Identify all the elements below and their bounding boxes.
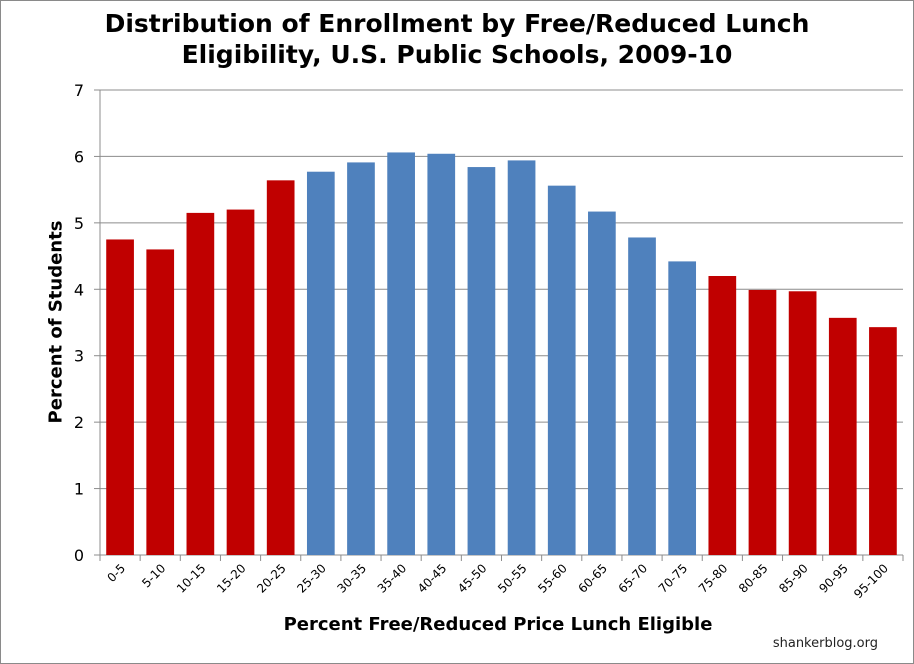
y-tick-label: 3 <box>74 347 84 366</box>
bar-20-25 <box>266 180 295 555</box>
x-tick-label: 30-35 <box>335 561 370 596</box>
y-tick-label: 1 <box>74 480 84 499</box>
x-tick-label: 0-5 <box>104 561 128 585</box>
bar-15-20 <box>226 209 255 555</box>
x-tick-label: 40-45 <box>415 561 450 596</box>
bar-50-55 <box>507 160 536 555</box>
bar-40-45 <box>427 153 456 555</box>
bar-80-85 <box>748 289 777 555</box>
bar-10-15 <box>186 212 215 555</box>
bar-25-30 <box>306 171 335 555</box>
y-tick-label: 4 <box>74 280 84 299</box>
bar-5-10 <box>146 249 175 555</box>
x-tick-label: 70-75 <box>656 561 691 596</box>
bar-30-35 <box>347 162 375 555</box>
x-tick-label: 85-90 <box>776 561 811 596</box>
bar-0-5 <box>106 239 134 555</box>
bar-65-70 <box>628 237 656 555</box>
x-tick-label: 10-15 <box>174 561 209 596</box>
x-tick-label: 35-40 <box>375 561 410 596</box>
y-tick-label: 6 <box>74 147 84 166</box>
bar-75-80 <box>708 276 737 555</box>
x-tick-label: 25-30 <box>294 561 329 596</box>
x-tick-label: 50-55 <box>495 561 530 596</box>
bar-35-40 <box>387 152 415 555</box>
chart-title: Distribution of Enrollment by Free/Reduc… <box>0 8 914 70</box>
bar-60-65 <box>588 211 616 555</box>
bar-45-50 <box>467 167 496 555</box>
y-tick-label: 5 <box>74 214 84 233</box>
x-tick-label: 15-20 <box>214 561 249 596</box>
chart-title-line-2: Eligibility, U.S. Public Schools, 2009-1… <box>181 40 733 69</box>
y-tick-label: 0 <box>74 546 84 565</box>
bar-55-60 <box>547 185 576 555</box>
x-axis-label: Percent Free/Reduced Price Lunch Eligibl… <box>283 614 713 635</box>
bar-70-75 <box>668 261 697 555</box>
bar-85-90 <box>788 291 817 555</box>
x-tick-label: 45-50 <box>455 561 490 596</box>
x-tick-label: 80-85 <box>736 561 771 596</box>
bar-95-100 <box>869 327 897 555</box>
x-tick-label: 5-10 <box>139 561 168 590</box>
bar-90-95 <box>828 317 857 555</box>
x-tick-label: 20-25 <box>254 561 289 596</box>
y-tick-label: 2 <box>74 413 84 432</box>
chart-title-line-1: Distribution of Enrollment by Free/Reduc… <box>104 9 810 38</box>
x-tick-label: 60-65 <box>575 561 610 596</box>
x-tick-label: 95-100 <box>851 561 891 601</box>
x-tick-label: 90-95 <box>816 561 851 596</box>
source-credit: shankerblog.org <box>772 636 878 651</box>
x-tick-label: 65-70 <box>616 561 651 596</box>
x-tick-label: 55-60 <box>535 561 570 596</box>
x-tick-label: 75-80 <box>696 561 731 596</box>
y-tick-label: 7 <box>74 81 84 100</box>
